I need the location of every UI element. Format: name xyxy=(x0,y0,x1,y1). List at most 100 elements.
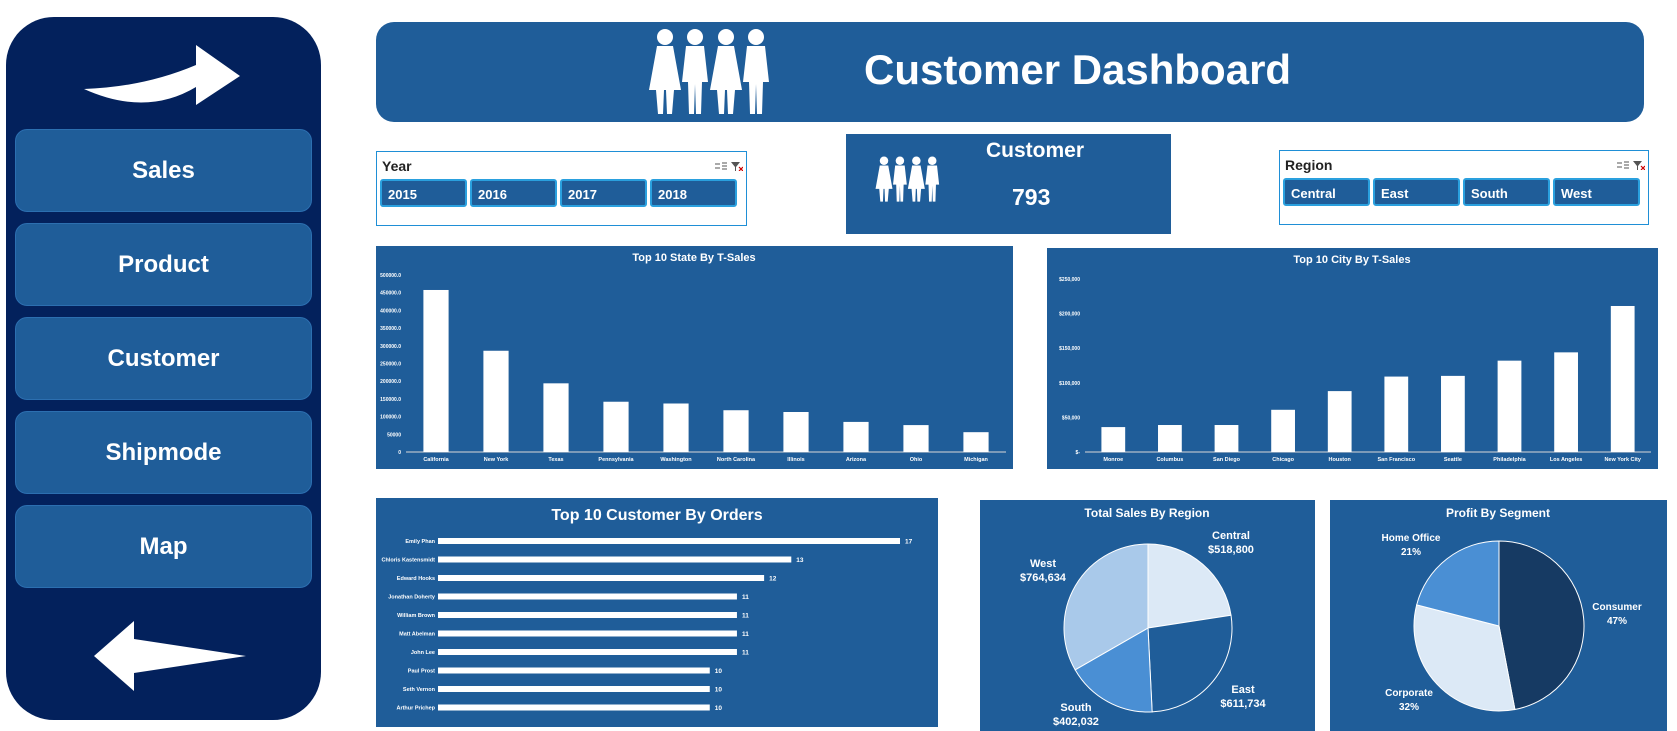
y-category-label: Emily Phan xyxy=(405,539,435,545)
x-tick-label: Michigan xyxy=(964,457,988,463)
bar xyxy=(603,401,629,452)
clear-filter-icon[interactable] xyxy=(731,161,743,171)
chart-title: Top 10 State By T-Sales xyxy=(632,252,755,264)
x-tick-label: Monroe xyxy=(1103,457,1123,463)
slice-label: East xyxy=(1231,684,1255,696)
x-tick-label: New York City xyxy=(1604,457,1641,463)
bar xyxy=(1554,352,1578,452)
y-tick-label: 100000.0 xyxy=(380,415,401,421)
data-label: 11 xyxy=(742,631,749,638)
data-label: 11 xyxy=(742,613,749,620)
bar xyxy=(438,630,737,637)
y-tick-label: 0 xyxy=(398,450,401,456)
y-category-label: Chloris Kastensmidt xyxy=(382,558,436,564)
year-2015-button[interactable]: 2015 xyxy=(380,179,467,207)
x-tick-label: Arizona xyxy=(846,457,867,463)
year-slicer: Year 2015 2016 2017 2018 xyxy=(376,151,747,226)
arrow-right-icon[interactable] xyxy=(66,39,251,121)
bar xyxy=(438,704,710,711)
slice-label: Home Office xyxy=(1382,533,1441,544)
slice-label: Consumer xyxy=(1592,602,1642,613)
pie-slice xyxy=(1063,543,1149,671)
nav-sales-button[interactable]: Sales xyxy=(15,129,312,212)
multi-select-icon[interactable] xyxy=(715,161,727,171)
region-east-button[interactable]: East xyxy=(1373,178,1460,206)
y-tick-label: 150000.0 xyxy=(380,397,401,403)
bar xyxy=(1101,427,1126,452)
slice-label: Central xyxy=(1212,530,1250,542)
bar xyxy=(543,383,569,452)
y-tick-label: 350000.0 xyxy=(380,326,401,332)
data-label: 17 xyxy=(905,539,913,546)
slice-label: Corporate xyxy=(1385,688,1433,699)
bar xyxy=(963,432,989,452)
region-slicer: Region Central East South West xyxy=(1279,150,1649,225)
nav-customer-button[interactable]: Customer xyxy=(15,317,312,400)
bar xyxy=(1384,376,1409,452)
data-label: 11 xyxy=(742,594,749,601)
y-category-label: John Lee xyxy=(411,650,435,656)
segment-profit-pie-chart: Profit By Segment Consumer 47% Corporate 32%… xyxy=(1330,500,1667,731)
bar xyxy=(438,667,710,674)
y-category-label: Jonathan Doherty xyxy=(388,595,436,601)
x-tick-label: Seattle xyxy=(1444,457,1462,463)
data-label: 13 xyxy=(796,557,804,564)
bar xyxy=(1610,305,1635,452)
year-2018-button[interactable]: 2018 xyxy=(650,179,737,207)
y-category-label: Matt Abelman xyxy=(399,632,435,638)
bar xyxy=(663,403,689,452)
x-tick-label: California xyxy=(423,457,449,463)
year-2017-button[interactable]: 2017 xyxy=(560,179,647,207)
slice-value-label: $402,032 xyxy=(1053,716,1099,728)
slice-value-label: $764,634 xyxy=(1020,572,1067,584)
pie-slice xyxy=(1074,627,1153,713)
year-2016-button[interactable]: 2016 xyxy=(470,179,557,207)
x-tick-label: New York xyxy=(484,457,509,463)
bar xyxy=(1497,360,1522,452)
x-tick-label: Philadelphia xyxy=(1493,457,1526,463)
nav-product-button[interactable]: Product xyxy=(15,223,312,306)
slice-value-label: 47% xyxy=(1607,616,1627,627)
y-tick-label: $150,000 xyxy=(1059,346,1080,352)
customer-orders-bar-chart: Top 10 Customer By Orders Emily Phan 17 Chl… xyxy=(376,498,938,727)
y-tick-label: $- xyxy=(1076,450,1081,456)
multi-select-icon[interactable] xyxy=(1617,160,1629,170)
bar xyxy=(903,425,929,452)
y-tick-label: 500000.0 xyxy=(380,273,401,279)
clear-filter-icon[interactable] xyxy=(1633,160,1645,170)
bar xyxy=(423,289,449,452)
y-category-label: Paul Prost xyxy=(408,669,435,675)
y-tick-label: 50000 xyxy=(387,432,401,438)
x-tick-label: Columbus xyxy=(1156,457,1183,463)
region-central-button[interactable]: Central xyxy=(1283,178,1370,206)
data-label: 10 xyxy=(715,705,723,712)
chart-title: Top 10 Customer By Orders xyxy=(551,507,762,524)
bar xyxy=(1441,375,1465,452)
x-tick-label: Houston xyxy=(1329,457,1352,463)
bar xyxy=(438,593,737,600)
y-category-label: Seth Vernon xyxy=(403,687,436,693)
y-tick-label: 250000.0 xyxy=(380,362,401,368)
y-tick-label: 200000.0 xyxy=(380,379,401,385)
region-south-button[interactable]: South xyxy=(1463,178,1550,206)
y-tick-label: $250,000 xyxy=(1059,277,1080,283)
y-tick-label: 450000.0 xyxy=(380,291,401,297)
customer-kpi-card: Customer 793 xyxy=(846,134,1171,234)
x-tick-label: San Francisco xyxy=(1377,457,1415,463)
y-category-label: Arthur Prichep xyxy=(396,706,435,712)
x-tick-label: Texas xyxy=(548,457,563,463)
x-tick-label: Ohio xyxy=(910,457,923,463)
nav-shipmode-button[interactable]: Shipmode xyxy=(15,411,312,494)
y-tick-label: $200,000 xyxy=(1059,312,1080,318)
navigation-sidebar: Sales Product Customer Shipmode Map xyxy=(6,17,321,720)
region-west-button[interactable]: West xyxy=(1553,178,1640,206)
slice-label: West xyxy=(1030,558,1056,570)
bar xyxy=(1271,409,1295,452)
arrow-left-icon[interactable] xyxy=(86,617,256,695)
bar xyxy=(843,421,869,452)
bar xyxy=(1327,391,1352,452)
kpi-label: Customer xyxy=(986,139,1085,162)
nav-map-button[interactable]: Map xyxy=(15,505,312,588)
people-group-icon xyxy=(649,29,769,114)
